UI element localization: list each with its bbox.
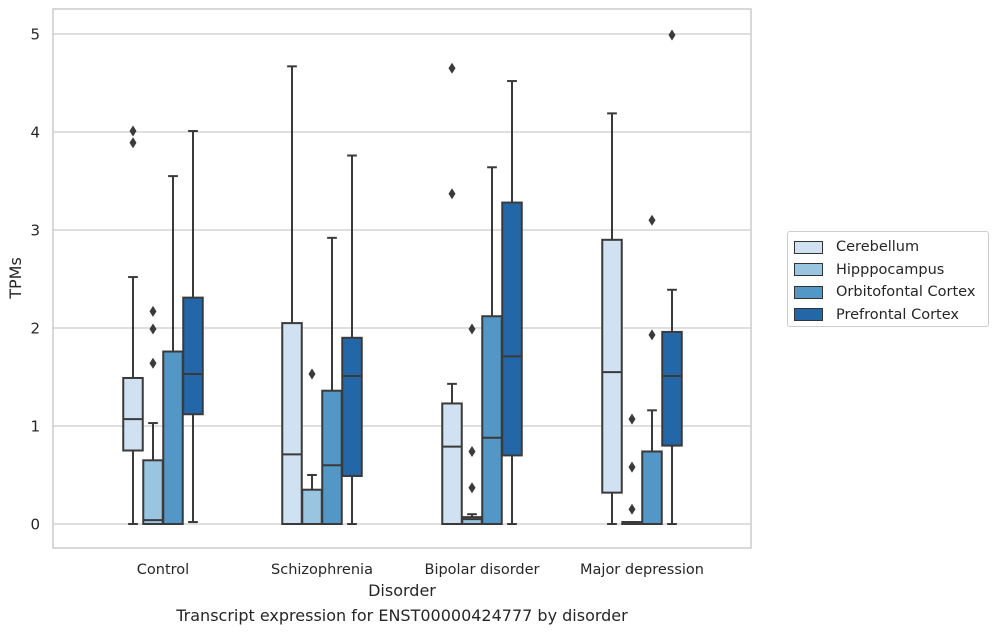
- outlier-point: [468, 323, 476, 335]
- box-1-1: [301, 368, 323, 526]
- legend-item: Prefrontal Cortex: [794, 304, 988, 327]
- box-body: [641, 450, 663, 526]
- outlier-point: [648, 329, 656, 341]
- legend-swatch: [794, 240, 823, 254]
- outlier-point: [308, 368, 316, 380]
- legend-swatch: [794, 285, 823, 299]
- box-3-2: [501, 80, 523, 525]
- x-axis-label: Disorder: [368, 581, 436, 600]
- legend-item: Orbitofontal Cortex: [794, 281, 988, 304]
- box-body: [162, 350, 184, 525]
- box-body: [321, 389, 343, 525]
- box-body: [481, 315, 503, 525]
- figure-caption: Transcript expression for ENST0000042477…: [176, 606, 628, 625]
- x-tick-labels: Control Schizophrenia Bipolar disorder Majo…: [137, 562, 704, 578]
- box-0-2: [441, 62, 463, 525]
- legend-label: Orbitofontal Cortex: [836, 284, 976, 301]
- y-tick-label: 2: [30, 320, 40, 338]
- box-body: [301, 488, 323, 526]
- legend-label: Prefrontal Cortex: [836, 306, 959, 323]
- legend-swatch: [794, 263, 823, 277]
- outlier-point: [448, 188, 456, 200]
- outlier-point: [129, 125, 137, 137]
- legend-item: Hipppocampus: [794, 259, 988, 282]
- outlier-point: [149, 357, 157, 369]
- x-tick-label: Schizophrenia: [271, 562, 373, 578]
- outlier-point: [149, 305, 157, 317]
- legend-label: Cerebellum: [836, 239, 920, 256]
- box-groups: [122, 29, 683, 526]
- y-tick-label: 1: [30, 418, 40, 436]
- legend-swatch: [794, 308, 823, 322]
- outlier-point: [628, 461, 636, 473]
- box-2-3: [641, 214, 663, 526]
- box-body: [441, 402, 463, 525]
- outlier-point: [448, 62, 456, 74]
- y-tick-label: 0: [30, 516, 40, 534]
- legend-label: Hipppocampus: [836, 261, 945, 278]
- box-body: [182, 296, 204, 416]
- x-tick-label: Major depression: [580, 562, 704, 578]
- outlier-point: [668, 29, 676, 41]
- outlier-point: [468, 445, 476, 457]
- legend-item: Cerebellum: [794, 236, 988, 259]
- y-axis-label: TPMs: [6, 257, 25, 300]
- box-2-0: [162, 175, 184, 525]
- outlier-point: [628, 503, 636, 515]
- box-body: [281, 322, 303, 525]
- outlier-point: [628, 413, 636, 425]
- y-tick-label: 5: [30, 26, 40, 44]
- box-3-0: [182, 130, 204, 524]
- box-body: [601, 238, 623, 494]
- box-body: [661, 330, 683, 447]
- outlier-point: [648, 214, 656, 226]
- box-body: [341, 336, 363, 477]
- box-3-1: [341, 154, 363, 525]
- outlier-point: [468, 482, 476, 494]
- x-tick-label: Control: [137, 562, 189, 578]
- box-1-2: [461, 323, 483, 526]
- box-3-3: [661, 29, 683, 525]
- y-tick-label: 4: [30, 124, 40, 142]
- box-body: [122, 376, 144, 452]
- y-tick-label: 3: [30, 222, 40, 240]
- box-body: [501, 201, 523, 457]
- x-tick-label: Bipolar disorder: [425, 562, 540, 578]
- y-tick-labels: 0 1 2 3 4 5: [30, 26, 40, 534]
- outlier-point: [129, 137, 137, 149]
- outlier-point: [149, 323, 157, 335]
- box-0-0: [122, 125, 144, 525]
- box-1-0: [142, 305, 164, 525]
- box-body: [142, 459, 164, 525]
- box-0-1: [281, 65, 303, 525]
- box-0-3: [601, 112, 623, 525]
- legend: Cerebellum Hipppocampus Orbitofontal Corte…: [787, 231, 989, 327]
